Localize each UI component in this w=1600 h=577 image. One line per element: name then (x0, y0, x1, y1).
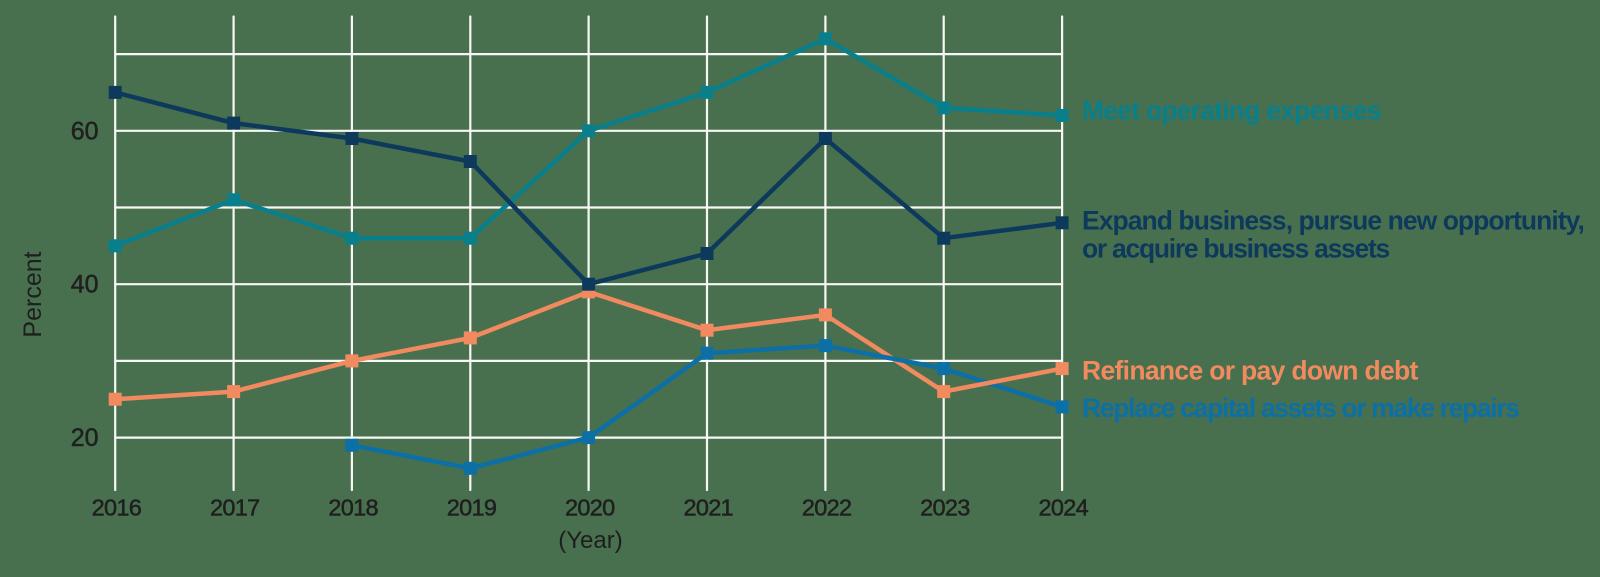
svg-text:2019: 2019 (447, 495, 496, 521)
svg-text:2023: 2023 (920, 495, 970, 521)
svg-text:2021: 2021 (683, 495, 732, 521)
svg-text:60: 60 (71, 117, 99, 145)
svg-text:or acquire business assets: or acquire business assets (1082, 233, 1390, 263)
svg-text:Percent: Percent (19, 251, 47, 337)
svg-text:2024: 2024 (1039, 495, 1089, 521)
svg-text:2018: 2018 (328, 495, 378, 521)
svg-text:2022: 2022 (802, 495, 851, 521)
svg-text:2020: 2020 (565, 495, 615, 521)
svg-text:20: 20 (71, 424, 99, 452)
svg-text:2017: 2017 (210, 495, 259, 521)
svg-text:2016: 2016 (92, 495, 142, 521)
svg-text:Refinance or pay down debt: Refinance or pay down debt (1082, 356, 1419, 386)
svg-text:Replace capital assets or make: Replace capital assets or make repairs (1082, 393, 1519, 423)
svg-text:(Year): (Year) (558, 527, 622, 554)
svg-text:40: 40 (71, 271, 99, 299)
svg-text:Expand business, pursue new op: Expand business, pursue new opportunity, (1082, 206, 1584, 236)
svg-text:Meet operating expenses: Meet operating expenses (1082, 96, 1381, 126)
